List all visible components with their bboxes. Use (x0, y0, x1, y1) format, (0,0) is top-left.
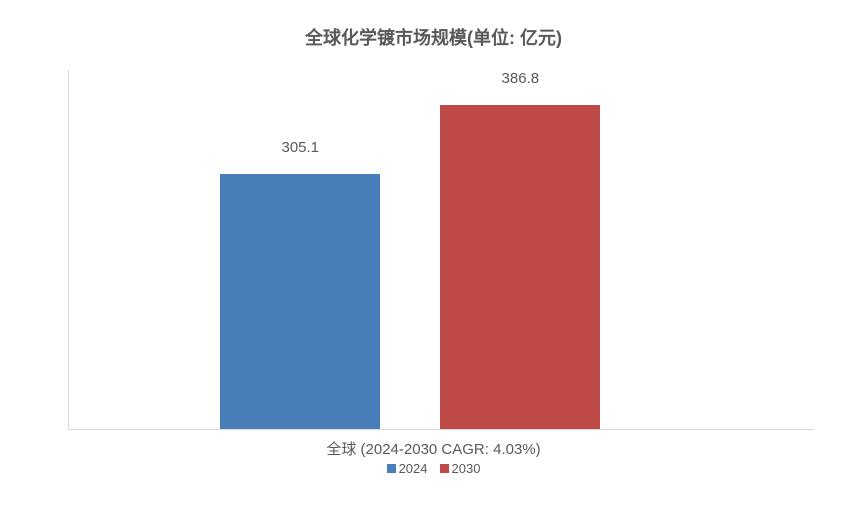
legend-item-2030: 2030 (440, 460, 481, 476)
legend-swatch-2024 (387, 464, 396, 473)
chart-container: 全球化学镀市场规模(单位: 亿元) 305.1 386.8 全球 (2024-20… (0, 0, 867, 519)
plot-area: 305.1 386.8 (68, 70, 814, 430)
bar-value-label-2024: 305.1 (281, 139, 319, 156)
legend-item-2024: 2024 (387, 460, 428, 476)
bar-2024 (220, 174, 380, 429)
legend-swatch-2030 (440, 464, 449, 473)
legend-text-2030: 2030 (452, 461, 481, 476)
bar-2030 (440, 105, 600, 429)
chart-title: 全球化学镀市场规模(单位: 亿元) (0, 24, 867, 50)
legend-text-2024: 2024 (399, 461, 428, 476)
x-axis-label: 全球 (2024-2030 CAGR: 4.03%) (0, 438, 867, 459)
legend: 2024 2030 (0, 460, 867, 476)
bar-value-label-2030: 386.8 (502, 70, 540, 87)
